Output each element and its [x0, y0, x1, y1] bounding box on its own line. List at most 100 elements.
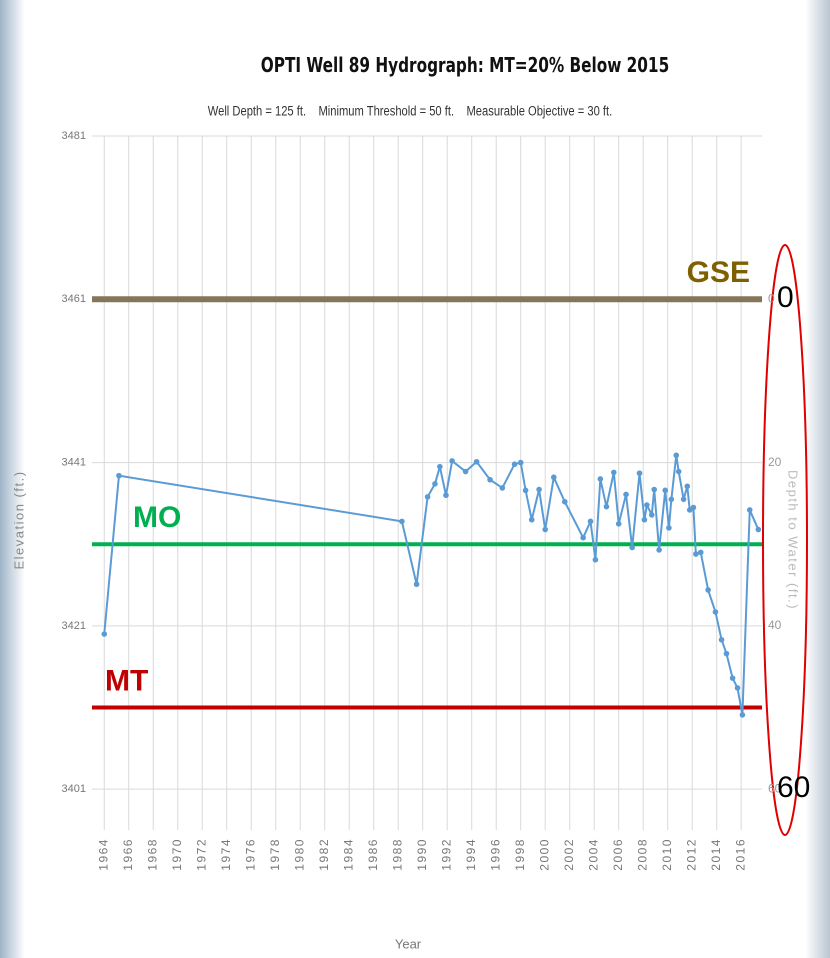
data-point: [487, 476, 493, 483]
data-point: [718, 636, 725, 643]
x-tick-label: 1986: [366, 838, 380, 871]
data-point: [684, 483, 691, 490]
data-point: [424, 494, 431, 500]
data-point: [473, 458, 480, 465]
x-tick-label: 1994: [464, 838, 478, 871]
data-point: [629, 544, 635, 551]
x-tick-label: 2004: [586, 838, 600, 871]
data-point: [723, 650, 730, 657]
data-point: [693, 551, 699, 557]
reference-lines: [92, 296, 762, 710]
data-point: [550, 474, 557, 481]
x-tick-label: 1970: [170, 838, 184, 871]
data-point: [399, 518, 405, 525]
data-point: [449, 458, 455, 464]
data-point: [603, 503, 610, 510]
x-tick-label: 1992: [439, 838, 453, 871]
plot: [101, 452, 762, 718]
x-tick-label: 1972: [194, 838, 208, 871]
data-point: [690, 504, 697, 511]
data-point: [528, 516, 535, 523]
data-point: [648, 512, 655, 518]
y-tick-label: 3461: [62, 293, 86, 305]
data-point: [651, 486, 658, 493]
x-tick-label: 1964: [96, 838, 110, 871]
x-tick-label: 2000: [537, 838, 551, 871]
data-point: [636, 470, 643, 477]
data-point: [116, 472, 122, 479]
data-point: [697, 549, 704, 556]
data-point: [746, 507, 753, 513]
data-point: [462, 468, 469, 475]
x-tick-label: 2014: [709, 838, 723, 871]
x-tick-label: 2016: [733, 838, 747, 871]
y-tick-label: 3401: [62, 783, 86, 795]
y2-tick-label: 0: [768, 291, 775, 305]
x-tick-label: 1976: [243, 838, 257, 871]
data-point: [662, 487, 669, 494]
data-point: [101, 631, 108, 637]
data-point: [511, 461, 518, 468]
x-tick-label: 2010: [660, 838, 674, 871]
data-point: [517, 459, 524, 466]
data-point: [712, 609, 719, 615]
x-tick-label: 2002: [562, 838, 576, 871]
data-point: [561, 498, 568, 505]
x-tick-label: 1988: [390, 838, 404, 871]
data-point: [666, 525, 672, 531]
data-point: [615, 521, 622, 527]
reference-label: MT: [105, 664, 148, 697]
data-point: [432, 481, 438, 487]
y2-tick-label: 60: [768, 781, 782, 795]
y-tick-label: 3481: [62, 130, 86, 142]
data-point: [680, 496, 687, 503]
data-point: [673, 452, 680, 459]
y2-highlight-label: 0: [777, 281, 794, 314]
data-point: [499, 485, 506, 491]
data-point: [739, 712, 746, 718]
x-tick-label: 1968: [145, 838, 159, 871]
x-tick-label: 1974: [219, 838, 233, 871]
x-axis-label: Year: [395, 936, 422, 951]
chart-subtitle: Well Depth = 125 ft. Minimum Threshold =…: [208, 104, 612, 119]
y2-tick-label: 20: [768, 455, 782, 469]
x-tick-label: 1980: [292, 838, 306, 871]
x-tick-label: 1996: [488, 838, 502, 871]
y-axis-label: Elevation (ft.): [11, 470, 26, 569]
data-point: [705, 587, 711, 593]
chart-title: OPTI Well 89 Hydrograph: MT=20% Below 20…: [261, 55, 669, 78]
data-point: [656, 547, 662, 553]
data-point: [580, 534, 586, 541]
data-point: [437, 463, 443, 470]
data-point: [443, 492, 449, 499]
data-point: [644, 502, 650, 508]
reference-label: GSE: [687, 256, 750, 289]
highlight-ellipse: [762, 244, 808, 836]
data-point: [587, 518, 594, 525]
x-tick-label: 1998: [513, 838, 527, 871]
data-point: [413, 581, 420, 588]
x-tick-label: 1966: [121, 838, 135, 871]
x-tick-label: 1984: [341, 838, 355, 871]
y2-axis-label: Depth to Water (ft.): [786, 470, 801, 610]
data-point: [592, 556, 599, 563]
x-tick-label: 2012: [684, 838, 698, 871]
y2-tick-label: 40: [768, 618, 782, 632]
data-point: [542, 526, 548, 533]
data-point: [610, 469, 617, 476]
y-tick-label: 3421: [62, 620, 86, 632]
x-tick-label: 1982: [317, 838, 331, 871]
data-point: [536, 486, 542, 493]
data-point: [729, 675, 736, 681]
data-point: [734, 685, 741, 691]
data-point: [641, 516, 648, 523]
y2-highlight-label: 60: [777, 771, 810, 804]
x-tick-label: 1990: [415, 838, 429, 871]
x-tick-label: 1978: [268, 838, 282, 871]
data-point: [597, 476, 604, 482]
grid: [92, 135, 762, 830]
x-tick-label: 2006: [611, 838, 625, 871]
data-point: [623, 491, 629, 498]
